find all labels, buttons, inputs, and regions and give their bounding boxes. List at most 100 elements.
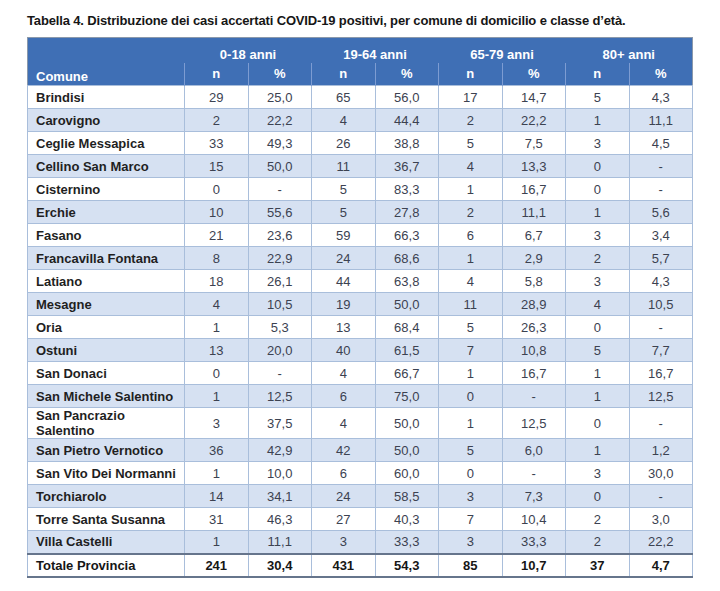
value-cell: 24 (312, 247, 376, 270)
value-cell: 66,7 (375, 362, 439, 385)
value-cell: 36,7 (375, 155, 439, 178)
value-cell: 83,3 (375, 178, 439, 201)
value-cell: 20,0 (248, 339, 312, 362)
value-cell: 1 (185, 462, 249, 485)
column-group-19-64: 19-64 anni (312, 38, 439, 63)
value-cell: 26,1 (248, 270, 312, 293)
value-cell: 68,6 (375, 247, 439, 270)
value-cell: 4 (185, 293, 249, 316)
subheader-pct: % (629, 63, 693, 86)
value-cell: 0 (185, 178, 249, 201)
value-cell: 54,3 (375, 554, 439, 577)
value-cell: 12,5 (629, 385, 693, 408)
comune-cell: Totale Provincia (28, 554, 185, 577)
value-cell: 1 (185, 316, 249, 339)
value-cell: - (248, 362, 312, 385)
value-cell: 27 (312, 508, 376, 531)
value-cell: 4 (439, 270, 503, 293)
value-cell: 12,5 (248, 385, 312, 408)
value-cell: 33,3 (375, 531, 439, 554)
table-row: Ceglie Messapica3349,32638,857,534,5 (28, 132, 693, 155)
table-row: Carovigno222,2444,4222,2111,1 (28, 109, 693, 132)
comune-cell: Oria (28, 316, 185, 339)
value-cell: 16,7 (502, 178, 566, 201)
column-group-0-18: 0-18 anni (185, 38, 312, 63)
value-cell: 5 (439, 316, 503, 339)
value-cell: 22,9 (248, 247, 312, 270)
value-cell: 75,0 (375, 385, 439, 408)
value-cell: 13,3 (502, 155, 566, 178)
value-cell: 3 (439, 531, 503, 554)
value-cell: 28,9 (502, 293, 566, 316)
value-cell: 60,0 (375, 462, 439, 485)
value-cell: 6 (439, 224, 503, 247)
value-cell: 16,7 (502, 362, 566, 385)
value-cell: - (629, 408, 693, 439)
value-cell: 49,3 (248, 132, 312, 155)
value-cell: 14,7 (502, 86, 566, 109)
value-cell: 36 (185, 439, 249, 462)
value-cell: 5,8 (502, 270, 566, 293)
value-cell: - (629, 178, 693, 201)
value-cell: 50,0 (375, 408, 439, 439)
value-cell: - (629, 316, 693, 339)
value-cell: 10,7 (502, 554, 566, 577)
table-row: Brindisi2925,06556,01714,754,3 (28, 86, 693, 109)
value-cell: 26 (312, 132, 376, 155)
value-cell: - (502, 462, 566, 485)
table-row: Erchie1055,6527,8211,115,6 (28, 201, 693, 224)
value-cell: 29 (185, 86, 249, 109)
header-group-row: Comune 0-18 anni 19-64 anni 65-79 anni 8… (28, 38, 693, 63)
value-cell: 3,4 (629, 224, 693, 247)
column-group-80-plus: 80+ anni (566, 38, 693, 63)
comune-cell: Ostuni (28, 339, 185, 362)
table-row: San Donaci0-466,7116,7116,7 (28, 362, 693, 385)
value-cell: 4,3 (629, 270, 693, 293)
comune-cell: San Pancrazio Salentino (28, 408, 185, 439)
value-cell: 13 (185, 339, 249, 362)
value-cell: 22,2 (629, 531, 693, 554)
value-cell: 10,0 (248, 462, 312, 485)
value-cell: 2 (566, 531, 630, 554)
value-cell: 10,5 (629, 293, 693, 316)
value-cell: 7,5 (502, 132, 566, 155)
value-cell: 4 (439, 155, 503, 178)
value-cell: 1 (439, 247, 503, 270)
value-cell: 5 (312, 178, 376, 201)
value-cell: 4 (312, 109, 376, 132)
value-cell: 0 (566, 155, 630, 178)
value-cell: 10,4 (502, 508, 566, 531)
value-cell: 15 (185, 155, 249, 178)
value-cell: 8 (185, 247, 249, 270)
value-cell: 50,0 (248, 155, 312, 178)
value-cell: 6,0 (502, 439, 566, 462)
value-cell: 12,5 (502, 408, 566, 439)
value-cell: 7,3 (502, 485, 566, 508)
comune-cell: Carovigno (28, 109, 185, 132)
value-cell: 17 (439, 86, 503, 109)
value-cell: 65 (312, 86, 376, 109)
comune-cell: Cellino San Marco (28, 155, 185, 178)
value-cell: 56,0 (375, 86, 439, 109)
value-cell: - (629, 155, 693, 178)
value-cell: 5 (439, 439, 503, 462)
value-cell: 55,6 (248, 201, 312, 224)
comune-cell: San Michele Salentino (28, 385, 185, 408)
value-cell: 22,2 (502, 109, 566, 132)
value-cell: 22,2 (248, 109, 312, 132)
value-cell: 3 (566, 270, 630, 293)
value-cell: 1 (185, 531, 249, 554)
value-cell: 26,3 (502, 316, 566, 339)
value-cell: 4,5 (629, 132, 693, 155)
table-row: Cellino San Marco1550,01136,7413,30- (28, 155, 693, 178)
value-cell: 1 (566, 201, 630, 224)
value-cell: 10,5 (248, 293, 312, 316)
table-row: Fasano2123,65966,366,733,4 (28, 224, 693, 247)
value-cell: 0 (566, 485, 630, 508)
table-row: Torre Santa Susanna3146,32740,3710,423,0 (28, 508, 693, 531)
value-cell: 11,1 (629, 109, 693, 132)
value-cell: 5 (439, 132, 503, 155)
table-row: Mesagne410,51950,01128,9410,5 (28, 293, 693, 316)
value-cell: 50,0 (375, 439, 439, 462)
value-cell: 2 (566, 247, 630, 270)
